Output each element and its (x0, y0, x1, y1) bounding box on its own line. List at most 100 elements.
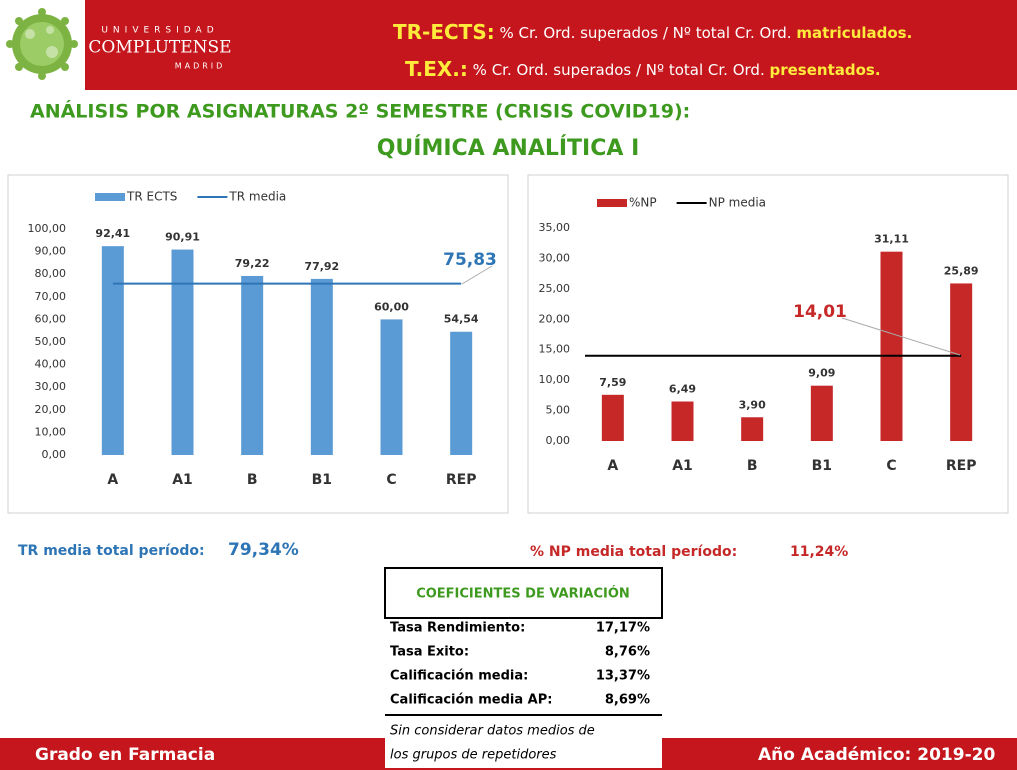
header-text: % Cr. Ord. superados / Nº total Cr. Ord. (473, 61, 765, 79)
logo-top: UNIVERSIDAD (101, 26, 218, 36)
y-tick-label: 0,00 (546, 434, 571, 447)
header-line2: T.EX.: % Cr. Ord. superados / Nº total C… (405, 57, 881, 81)
y-tick-label: 30,00 (539, 251, 571, 264)
y-tick-label: 5,00 (546, 404, 571, 417)
bar (810, 385, 833, 441)
y-tick-label: 40,00 (35, 358, 67, 371)
x-tick-label: B (247, 472, 258, 488)
bar (101, 246, 124, 455)
logo-city: MADRID (175, 62, 226, 71)
y-tick-label: 50,00 (35, 335, 67, 348)
table-cell: 17,17% (596, 621, 650, 636)
x-tick-label: B1 (812, 458, 832, 474)
header-band (80, 0, 1017, 90)
y-tick-label: 20,00 (539, 312, 571, 325)
legend-label: TR media (228, 190, 286, 204)
header-line1: TR-ECTS: % Cr. Ord. superados / Nº total… (393, 20, 912, 44)
bar (310, 278, 333, 455)
table-title: COEFICIENTES DE VARIACIÓN (416, 586, 630, 602)
table-cell: Tasa Exito: (390, 645, 469, 660)
bar (950, 283, 973, 441)
data-label: 9,09 (808, 367, 835, 380)
table-cell: Tasa Rendimiento: (390, 621, 525, 636)
x-tick-label: C (886, 458, 896, 474)
virus-icon (6, 8, 78, 80)
summary-label: TR media total período: (18, 543, 205, 559)
x-tick-label: A1 (172, 472, 193, 488)
header-label: T.EX.: (405, 57, 468, 81)
table-header-box (384, 567, 663, 619)
x-tick-label: C (386, 472, 396, 488)
leader-line (841, 317, 961, 356)
y-tick-label: 90,00 (35, 245, 67, 258)
y-tick-label: 10,00 (539, 373, 571, 386)
bar (380, 319, 403, 455)
data-label: 54,54 (444, 313, 479, 326)
y-tick-label: 10,00 (35, 425, 67, 438)
bar (671, 401, 694, 441)
legend-label: %NP (629, 196, 657, 210)
footer-right: Año Académico: 2019-20 (758, 745, 995, 765)
legend-label: NP media (709, 196, 766, 210)
subtitle: QUÍMICA ANALÍTICA I (377, 135, 640, 161)
x-tick-label: REP (446, 472, 477, 488)
summary-label: % NP media total período: (530, 544, 737, 560)
data-label: 79,22 (235, 257, 270, 270)
table-note: los grupos de repetidores (390, 748, 557, 763)
mean-label: 14,01 (793, 302, 847, 322)
table-cell: Calificación media AP: (390, 693, 552, 708)
y-tick-label: 30,00 (35, 380, 67, 393)
x-tick-label: A (607, 458, 618, 474)
data-label: 60,00 (374, 300, 409, 313)
table-cell: 8,76% (605, 645, 650, 660)
x-tick-label: B (747, 458, 758, 474)
header-text: % Cr. Ord. superados / Nº total Cr. Ord. (500, 24, 792, 42)
y-tick-label: 80,00 (35, 267, 67, 280)
table-cell: 8,69% (605, 693, 650, 708)
y-tick-label: 70,00 (35, 290, 67, 303)
bar (880, 251, 903, 441)
summary-value: 11,24% (790, 544, 848, 560)
y-tick-label: 0,00 (42, 448, 67, 461)
x-tick-label: A1 (672, 458, 693, 474)
header-label: TR-ECTS: (393, 20, 495, 44)
header-highlight: matriculados. (796, 24, 912, 42)
bar (741, 417, 764, 441)
bar (241, 275, 264, 455)
data-label: 90,91 (165, 231, 200, 244)
data-label: 7,59 (599, 376, 626, 389)
y-tick-label: 35,00 (539, 221, 571, 234)
legend-label: TR ECTS (126, 190, 177, 204)
data-label: 25,89 (944, 264, 979, 277)
x-tick-label: A (107, 472, 118, 488)
header-highlight: presentados. (770, 61, 881, 79)
data-label: 92,41 (95, 227, 130, 240)
bar (450, 331, 473, 455)
y-tick-label: 100,00 (28, 222, 67, 235)
data-label: 6,49 (669, 383, 696, 396)
chart-frame (527, 174, 1009, 514)
data-label: 3,90 (739, 398, 766, 411)
x-tick-label: REP (946, 458, 977, 474)
bar (601, 394, 624, 441)
y-tick-label: 15,00 (539, 343, 571, 356)
y-tick-label: 60,00 (35, 312, 67, 325)
data-label: 31,11 (874, 233, 909, 246)
footer-left: Grado en Farmacia (35, 745, 215, 765)
summary-value: 79,34% (228, 540, 299, 560)
y-tick-label: 25,00 (539, 282, 571, 295)
leader-line (461, 265, 493, 285)
legend-swatch (597, 199, 627, 207)
legend-swatch (95, 193, 125, 201)
data-label: 77,92 (304, 260, 339, 273)
table-cell: Calificación media: (390, 669, 528, 684)
y-tick-label: 20,00 (35, 403, 67, 416)
bar (171, 249, 194, 455)
title: ANÁLISIS POR ASIGNATURAS 2º SEMESTRE (CR… (30, 100, 690, 123)
table-cell: 13,37% (596, 669, 650, 684)
logo-name: COMPLUTENSE (88, 38, 231, 58)
table-note: Sin considerar datos medios de (390, 724, 595, 739)
mean-label: 75,83 (443, 250, 497, 270)
x-tick-label: B1 (312, 472, 332, 488)
